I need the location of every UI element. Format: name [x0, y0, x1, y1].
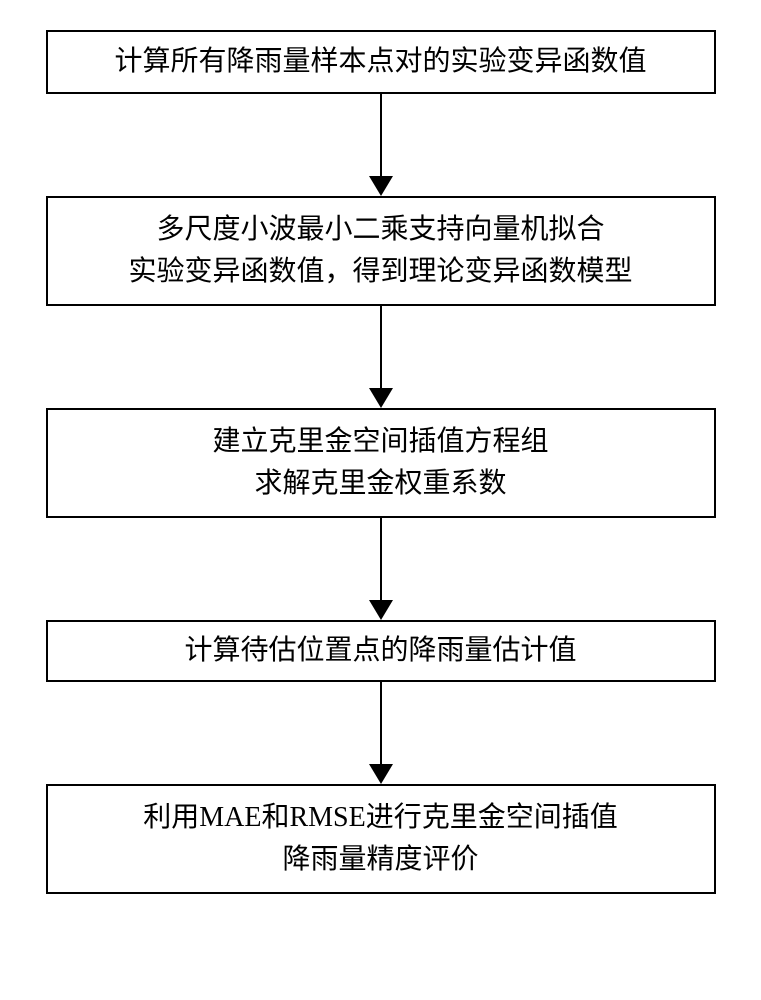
step-text: 求解克里金权重系数: [254, 463, 506, 505]
flowchart-step-5: 利用MAE和RMSE进行克里金空间插值 降雨量精度评价: [46, 784, 716, 894]
flowchart-step-4: 计算待估位置点的降雨量估计值: [46, 620, 716, 682]
arrow-line: [380, 94, 382, 176]
step-text: 多尺度小波最小二乘支持向量机拟合: [156, 209, 604, 251]
arrow-head-icon: [369, 764, 393, 784]
arrow-line: [380, 306, 382, 388]
flowchart-step-1: 计算所有降雨量样本点对的实验变异函数值: [46, 30, 716, 94]
flowchart-arrow-4: [369, 682, 393, 784]
step-text: 降雨量精度评价: [282, 839, 478, 881]
step-text: 利用MAE和RMSE进行克里金空间插值: [143, 797, 617, 839]
flowchart-step-2: 多尺度小波最小二乘支持向量机拟合 实验变异函数值，得到理论变异函数模型: [46, 196, 716, 306]
arrow-line: [380, 518, 382, 600]
arrow-head-icon: [369, 388, 393, 408]
arrow-head-icon: [369, 600, 393, 620]
flowchart-arrow-2: [369, 306, 393, 408]
step-text: 计算所有降雨量样本点对的实验变异函数值: [114, 41, 646, 83]
flowchart-arrow-1: [369, 94, 393, 196]
flowchart-step-3: 建立克里金空间插值方程组 求解克里金权重系数: [46, 408, 716, 518]
step-text: 实验变异函数值，得到理论变异函数模型: [128, 251, 632, 293]
step-text: 计算待估位置点的降雨量估计值: [184, 630, 576, 672]
step-text: 建立克里金空间插值方程组: [212, 421, 548, 463]
flowchart-arrow-3: [369, 518, 393, 620]
arrow-line: [380, 682, 382, 764]
arrow-head-icon: [369, 176, 393, 196]
